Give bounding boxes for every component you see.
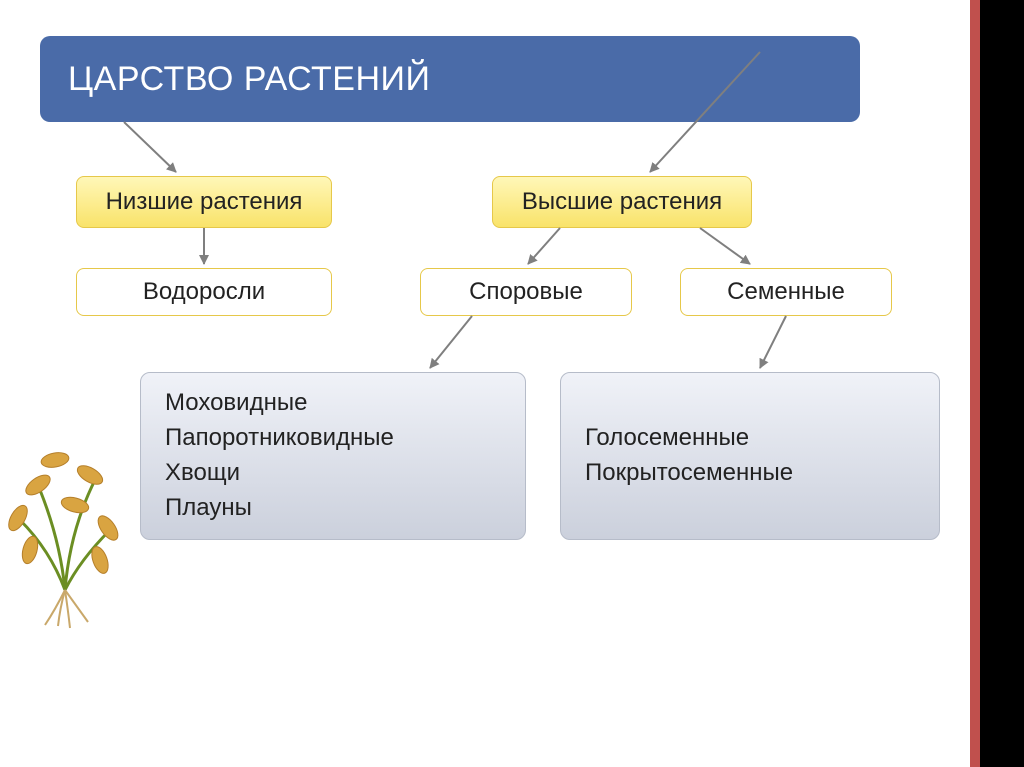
arrow-seed-to-detail [760, 316, 786, 368]
arrow-higher-to-spore [528, 228, 560, 264]
arrows-layer [0, 0, 1024, 767]
arrow-title-to-lower [124, 122, 176, 172]
arrow-spore-to-detail [430, 316, 472, 368]
arrow-title-to-higher [650, 52, 760, 172]
plant-illustration-icon [0, 430, 130, 630]
arrow-higher-to-seed [700, 228, 750, 264]
